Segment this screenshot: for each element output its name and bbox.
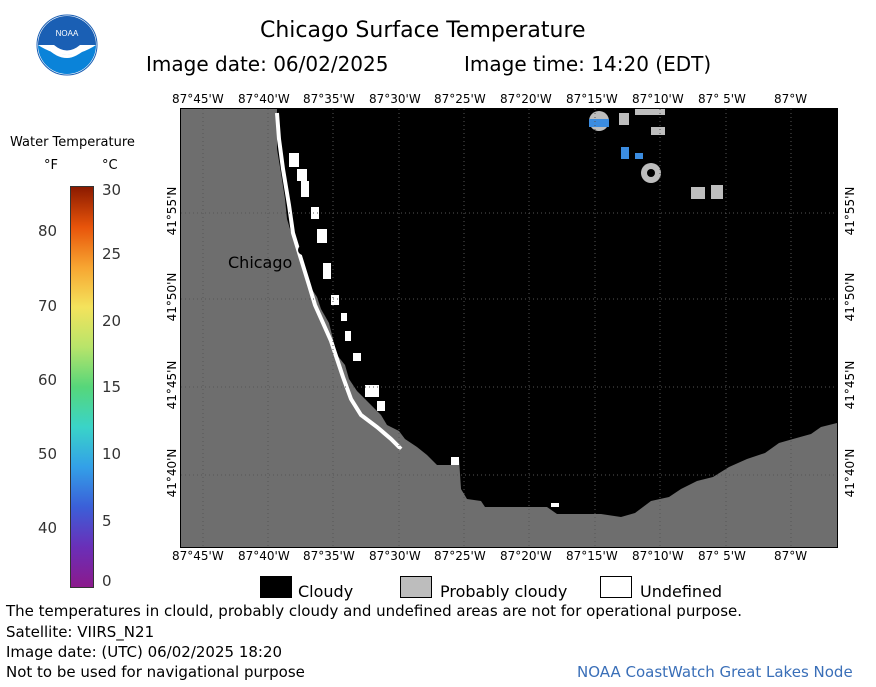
lon-label-top: 87°35'W bbox=[303, 92, 355, 106]
colorbar-unit-f: °F bbox=[44, 158, 58, 173]
page-title: Chicago Surface Temperature bbox=[260, 18, 586, 43]
lon-label-top: 87°15'W bbox=[566, 92, 618, 106]
shoreline-undefined bbox=[275, 112, 403, 451]
city-label: Chicago bbox=[228, 253, 293, 272]
lon-label-bottom: 87°25'W bbox=[434, 549, 486, 563]
lon-label-bottom: 87°20'W bbox=[500, 549, 552, 563]
lon-label-top: 87° 5'W bbox=[698, 92, 746, 106]
nav-note-text: Not to be used for navigational purpose bbox=[6, 663, 305, 681]
lon-label-bottom: 87°30'W bbox=[369, 549, 421, 563]
lon-label-top: 87°30'W bbox=[369, 92, 421, 106]
colorbar-c-tick: 30 bbox=[102, 181, 122, 199]
lat-label-left: 41°40'N bbox=[165, 448, 179, 498]
noaa-logo-icon: NOAA bbox=[36, 14, 98, 76]
lon-label-bottom: 87° 5'W bbox=[698, 549, 746, 563]
lon-label-top: 87°10'W bbox=[632, 92, 684, 106]
lat-lon-grid bbox=[181, 109, 837, 547]
colorbar-f-tick: 50 bbox=[38, 445, 58, 463]
lat-label-left: 41°55'N bbox=[165, 186, 179, 236]
colorbar-f-tick: 80 bbox=[38, 222, 58, 240]
lon-label-top: 87°45'W bbox=[172, 92, 224, 106]
colorbar-f-tick: 60 bbox=[38, 371, 58, 389]
legend-undefined-swatch bbox=[600, 576, 632, 598]
chicago-marker bbox=[298, 245, 308, 255]
lat-label-left: 41°45'N bbox=[165, 360, 179, 410]
lat-label-right: 41°50'N bbox=[843, 272, 857, 322]
lon-label-top: 87°40'W bbox=[238, 92, 290, 106]
map-frame bbox=[180, 108, 838, 548]
probably-cloudy-patches bbox=[589, 109, 723, 199]
lat-label-right: 41°40'N bbox=[843, 448, 857, 498]
map-canvas bbox=[181, 109, 837, 547]
lon-label-bottom: 87°15'W bbox=[566, 549, 618, 563]
colorbar-c-tick: 15 bbox=[102, 378, 122, 396]
lon-label-bottom: 87°40'W bbox=[238, 549, 290, 563]
colorbar-c-tick: 20 bbox=[102, 312, 122, 330]
image-time: Image time: 14:20 (EDT) bbox=[464, 52, 712, 76]
lon-label-bottom: 87°W bbox=[774, 549, 808, 563]
legend-cloudy-swatch bbox=[260, 576, 292, 598]
disclaimer-text: The temperatures in clould, probably clo… bbox=[6, 602, 743, 620]
legend-probably-cloudy-swatch bbox=[400, 576, 432, 598]
image-date: Image date: 06/02/2025 bbox=[146, 52, 389, 76]
utc-date-text: Image date: (UTC) 06/02/2025 18:20 bbox=[6, 643, 283, 661]
lon-label-top: 87°20'W bbox=[500, 92, 552, 106]
colorbar-c-tick: 25 bbox=[102, 245, 122, 263]
lat-label-left: 41°50'N bbox=[165, 272, 179, 322]
lat-label-right: 41°55'N bbox=[843, 186, 857, 236]
lon-label-bottom: 87°45'W bbox=[172, 549, 224, 563]
undefined-blocks bbox=[289, 153, 559, 507]
legend-undefined-label: Undefined bbox=[640, 582, 723, 601]
legend-cloudy-label: Cloudy bbox=[298, 582, 354, 601]
noaa-logo: NOAA bbox=[36, 14, 98, 76]
legend-probably-cloudy-label: Probably cloudy bbox=[440, 582, 568, 601]
colorbar-c-tick: 5 bbox=[102, 512, 112, 530]
colorbar-f-tick: 70 bbox=[38, 297, 58, 315]
noaa-logo-text: NOAA bbox=[56, 29, 79, 38]
lon-label-bottom: 87°35'W bbox=[303, 549, 355, 563]
colorbar-f-tick: 40 bbox=[38, 519, 58, 537]
colorbar-title: Water Temperature bbox=[10, 135, 135, 150]
lon-label-top: 87°W bbox=[774, 92, 808, 106]
lon-label-top: 87°25'W bbox=[434, 92, 486, 106]
lat-label-right: 41°45'N bbox=[843, 360, 857, 410]
lon-label-bottom: 87°10'W bbox=[632, 549, 684, 563]
colorbar-gradient bbox=[70, 186, 94, 588]
colorbar-c-tick: 10 bbox=[102, 445, 122, 463]
satellite-text: Satellite: VIIRS_N21 bbox=[6, 623, 155, 641]
colorbar-c-tick: 0 bbox=[102, 572, 112, 590]
colorbar-unit-c: °C bbox=[102, 158, 118, 173]
credit-text: NOAA CoastWatch Great Lakes Node bbox=[577, 663, 853, 681]
lake-cloudy-area bbox=[277, 109, 837, 517]
